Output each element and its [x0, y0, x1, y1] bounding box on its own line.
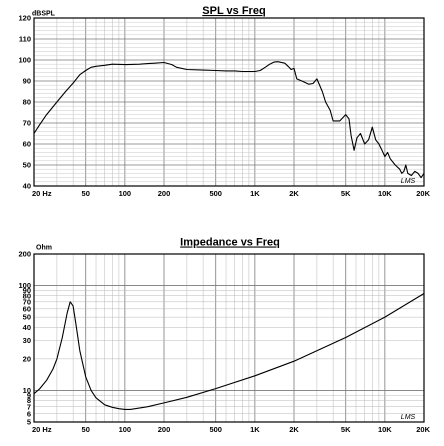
- imp-x-tick-label: 50: [82, 425, 90, 434]
- impedance-y-unit-label: Ohm: [36, 245, 52, 252]
- imp-y-tick-label: 60: [23, 304, 31, 313]
- spl-y-tick-labels: 120 110 100 90 80 70 60 50 40: [18, 14, 31, 191]
- imp-y-tick-label: 9: [27, 391, 31, 400]
- imp-y-tick-label: 5: [27, 418, 31, 427]
- spl-series: [33, 61, 425, 179]
- spl-x-tick-label: 100: [119, 189, 132, 198]
- spl-y-tick-label: 50: [23, 161, 31, 170]
- impedance-series: [33, 293, 425, 410]
- impedance-grid: [34, 254, 424, 422]
- spl-series-line: [33, 61, 425, 179]
- imp-y-tick-label: 20: [23, 354, 31, 363]
- impedance-x-tick-labels: 20 Hz 50 100 200 500 1K 2K 5K 10K 20K: [32, 425, 431, 434]
- imp-y-tick-label: 80: [23, 291, 31, 300]
- spl-x-tick-label: 20K: [416, 189, 430, 198]
- imp-x-tick-label: 20K: [416, 425, 430, 434]
- imp-x-tick-label: 5K: [341, 425, 351, 434]
- spl-y-tick-label: 60: [23, 140, 31, 149]
- spl-chart-title: SPL vs Freq: [202, 5, 265, 17]
- spl-y-tick-label: 90: [23, 77, 31, 86]
- imp-y-tick-label: 90: [23, 286, 31, 295]
- imp-x-tick-label: 500: [209, 425, 222, 434]
- imp-y-tick-label: 10: [23, 386, 31, 395]
- imp-y-tick-label: 8: [27, 396, 31, 405]
- imp-y-tick-label: 70: [23, 297, 31, 306]
- imp-y-tick-label: 200: [18, 250, 31, 259]
- spl-y-tick-label: 40: [23, 182, 31, 191]
- imp-y-tick-label: 100: [18, 281, 31, 290]
- spl-x-tick-label: 2K: [289, 189, 299, 198]
- impedance-watermark: LMS: [401, 414, 416, 421]
- imp-series-line: [33, 293, 425, 410]
- spl-y-tick-label: 120: [18, 14, 31, 23]
- imp-x-tick-label: 200: [158, 425, 171, 434]
- imp-x-tick-label: 1K: [250, 425, 260, 434]
- spl-plot-frame: [33, 17, 425, 187]
- spl-x-tick-labels: 20 Hz 50 100 200 500 1K 2K 5K 10K 20K: [32, 189, 431, 198]
- imp-x-tick-label: 20 Hz: [32, 425, 52, 434]
- imp-y-tick-label: 7: [27, 402, 31, 411]
- spl-grid: [34, 18, 424, 186]
- impedance-chart: Impedance vs Freq Ohm 200100908070605040…: [18, 237, 430, 435]
- impedance-chart-title: Impedance vs Freq: [180, 237, 280, 249]
- imp-y-tick-label: 30: [23, 336, 31, 345]
- spl-x-tick-label: 50: [82, 189, 90, 198]
- spl-x-tick-label: 1K: [250, 189, 260, 198]
- spl-y-tick-label: 80: [23, 98, 31, 107]
- spl-x-tick-label: 10K: [378, 189, 392, 198]
- imp-x-tick-label: 100: [119, 425, 132, 434]
- spl-x-tick-label: 200: [158, 189, 171, 198]
- spl-y-tick-label: 100: [18, 56, 31, 65]
- spl-y-tick-label: 110: [19, 35, 31, 44]
- imp-x-tick-label: 10K: [378, 425, 392, 434]
- spl-chart: SPL vs Freq dBSPL 120110100908070605040 …: [18, 5, 430, 198]
- spl-x-tick-label: 5K: [341, 189, 351, 198]
- impedance-plot-frame: [33, 253, 425, 423]
- imp-y-tick-label: 50: [23, 313, 31, 322]
- spl-watermark: LMS: [401, 178, 416, 185]
- spl-x-tick-label: 500: [209, 189, 222, 198]
- spl-y-tick-label: 70: [23, 119, 31, 128]
- imp-x-tick-label: 2K: [289, 425, 299, 434]
- spl-x-tick-label: 20 Hz: [32, 189, 52, 198]
- imp-y-tick-label: 6: [27, 409, 31, 418]
- spl-y-unit-label: dBSPL: [32, 11, 56, 18]
- imp-y-tick-label: 40: [23, 323, 31, 332]
